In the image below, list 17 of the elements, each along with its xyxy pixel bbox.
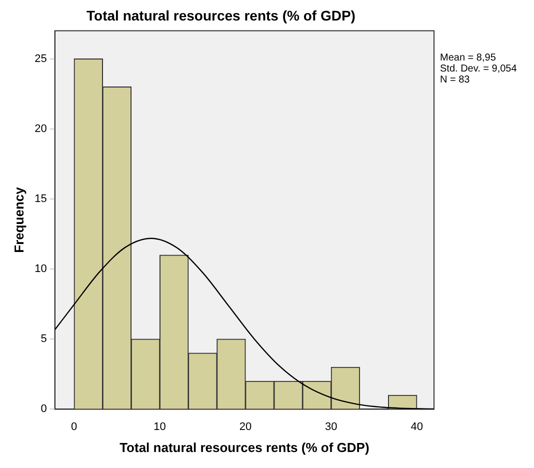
y-tick-label: 0 (40, 403, 47, 416)
y-tick-label: 25 (34, 52, 47, 65)
text: Std. Dev. = 9,054 (440, 64, 518, 75)
y-tick-label: 10 (34, 263, 47, 276)
y-tick-label: 20 (34, 122, 47, 135)
y-tick-label: 5 (40, 333, 47, 346)
x-tick-label: 30 (325, 420, 338, 433)
chart-title: Total natural resources rents (% of GDP) (86, 7, 356, 24)
text: Mean = 8,95 (440, 52, 496, 64)
x-axis-title: Total natural resources rents (% of GDP) (120, 440, 370, 455)
x-tick-label: 10 (154, 420, 166, 433)
text: N = 83 (440, 74, 470, 86)
x-tick-label: 0 (71, 420, 78, 433)
y-tick-label: 15 (34, 193, 47, 206)
y-axis-title: Frequency (11, 186, 26, 253)
x-tick-label: 40 (410, 420, 423, 433)
x-tick-label: 20 (239, 420, 252, 433)
